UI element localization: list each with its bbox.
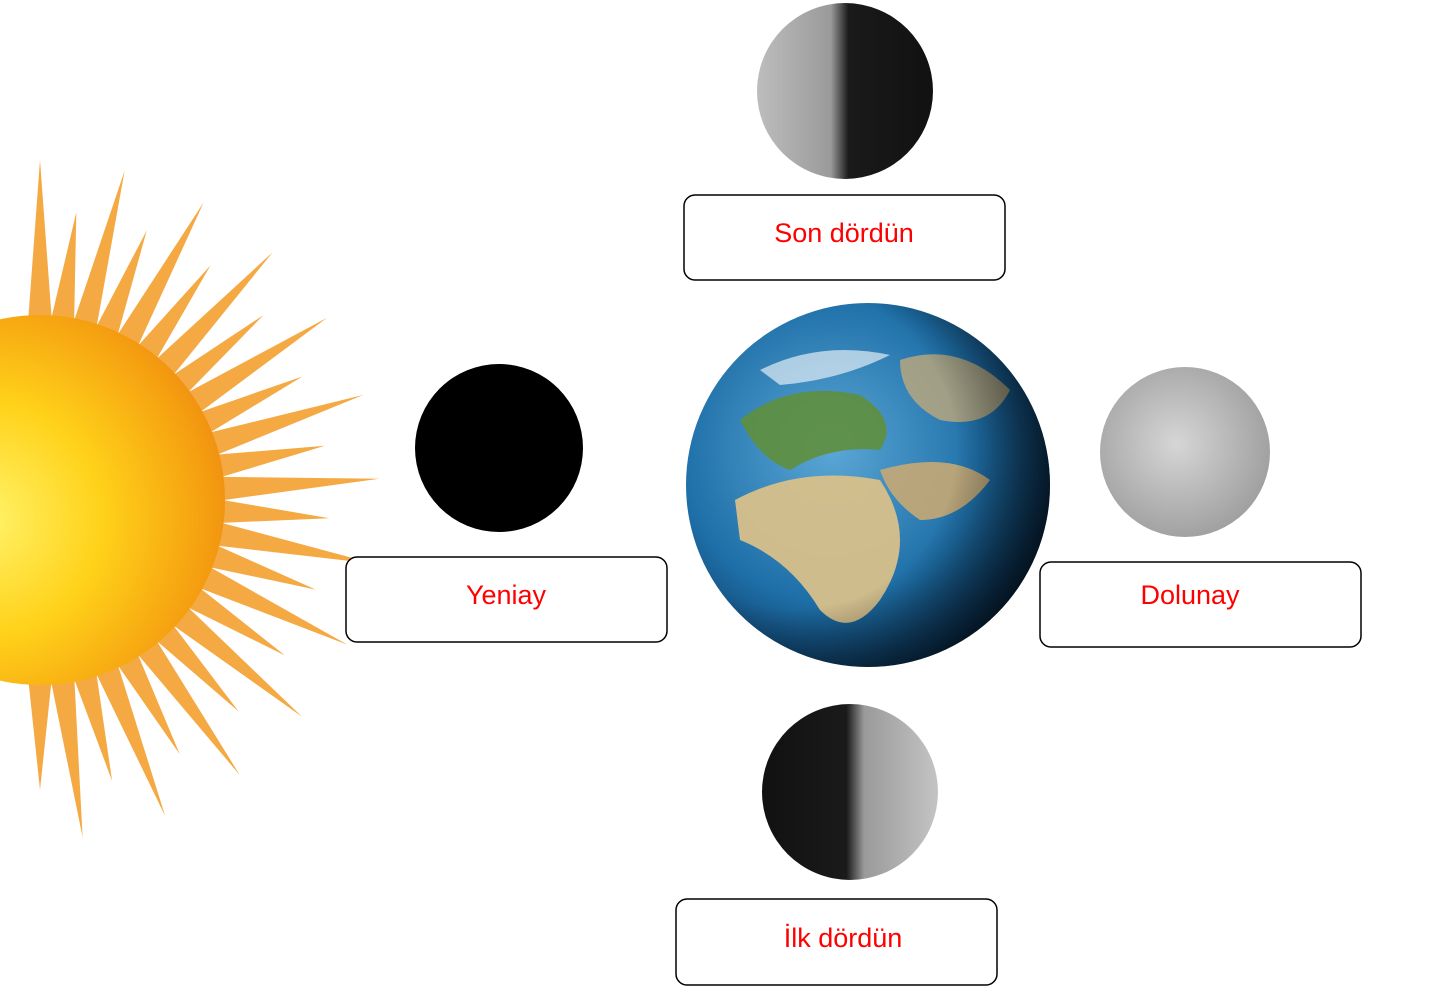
moon-last-quarter <box>757 3 933 179</box>
moon-first-quarter <box>762 704 938 880</box>
sun-ray <box>214 499 330 524</box>
earth <box>686 303 1050 667</box>
phase-label: İlk dördün <box>784 922 903 953</box>
page: Son dördün Yeniay Dolunay İlk dördün (()… <box>0 0 1456 994</box>
label-box: Dolunay <box>1040 562 1361 647</box>
sun-ray <box>28 160 52 325</box>
phase-label: Son dördün <box>774 218 914 248</box>
moon-phases-diagram: Son dördün Yeniay Dolunay İlk dördün <box>0 0 1456 994</box>
phase-label: Dolunay <box>1140 580 1240 610</box>
sun-ray <box>28 675 52 790</box>
sun-ray <box>214 477 380 502</box>
label-box: Yeniay <box>346 557 667 642</box>
sun-ray <box>50 672 83 838</box>
label-box: İlk dördün <box>676 899 997 985</box>
moon-new <box>415 364 583 532</box>
sun-ray <box>50 212 77 328</box>
phase-label: Yeniay <box>466 580 547 610</box>
moon-full <box>1100 367 1270 537</box>
label-box: Son dördün <box>684 195 1005 280</box>
